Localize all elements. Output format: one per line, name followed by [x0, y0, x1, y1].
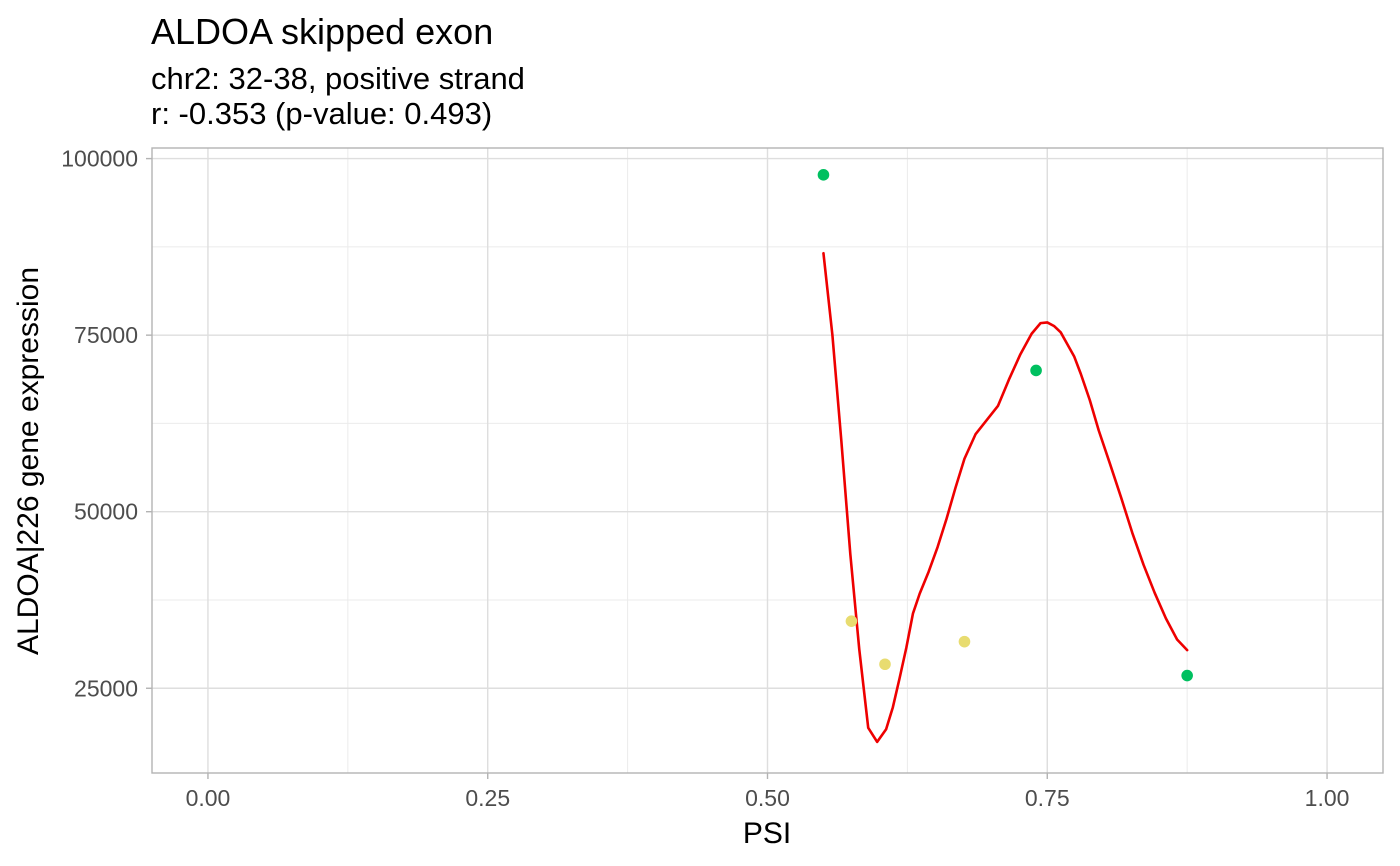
x-tick-label: 0.00 [186, 785, 231, 811]
data-point [1030, 364, 1042, 377]
chart-title: ALDOA skipped exon [151, 11, 493, 52]
plot-area: 0.00 0.25 0.50 0.75 1.00 25000 50000 75000 10000… [61, 146, 1384, 811]
y-tick-label: 75000 [74, 322, 138, 348]
chart-subtitle-line-2: r: -0.353 (p-value: 0.493) [151, 96, 492, 131]
y-tick-label: 25000 [74, 675, 138, 701]
data-point [817, 169, 830, 181]
data-point [1181, 669, 1193, 682]
x-tick-label: 0.25 [465, 785, 510, 811]
data-point [879, 658, 891, 671]
smooth-trend-line [822, 251, 1189, 744]
data-point [958, 635, 971, 648]
x-tick-label: 1.00 [1305, 785, 1350, 811]
x-tick-label: 0.50 [745, 785, 790, 811]
data-point [845, 615, 858, 627]
x-axis-title: PSI [743, 817, 791, 850]
y-tick-label: 100000 [61, 146, 138, 172]
chart-subtitle-line-1: chr2: 32-38, positive strand [151, 61, 525, 96]
y-tick-label: 50000 [74, 499, 138, 525]
x-tick-label: 0.75 [1025, 785, 1070, 811]
y-axis-title: ALDOA|226 gene expression [12, 267, 45, 655]
